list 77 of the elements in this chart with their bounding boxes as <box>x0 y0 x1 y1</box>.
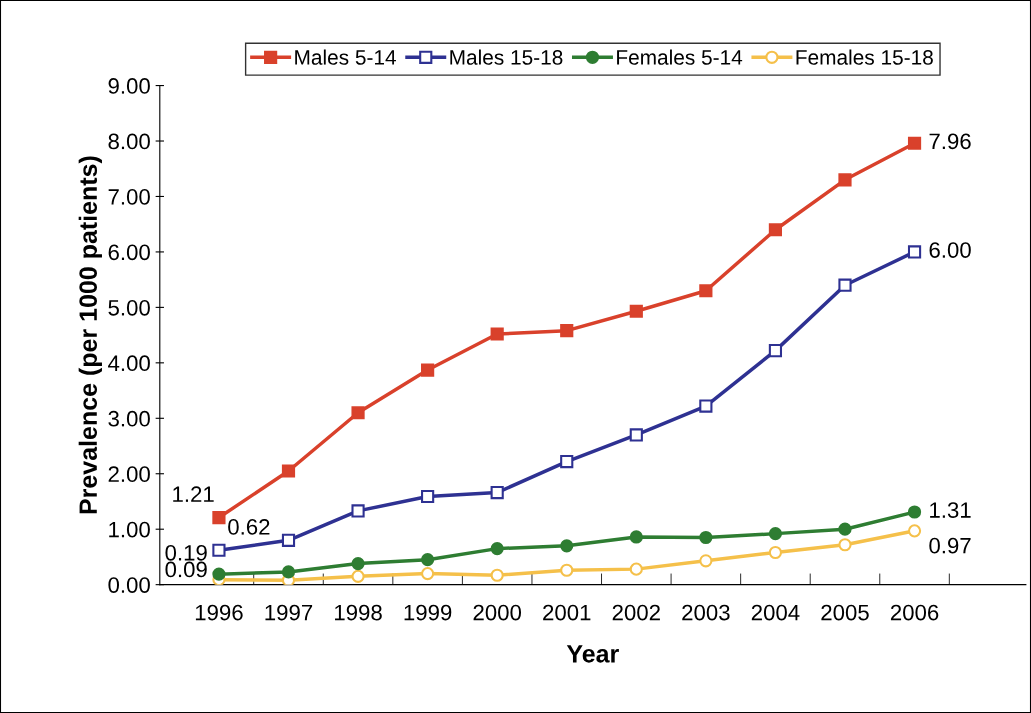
data-label: 6.00 <box>929 242 971 258</box>
point <box>490 327 504 341</box>
point <box>768 344 783 358</box>
x-tick-label: 2006 <box>890 604 939 621</box>
point <box>838 278 852 292</box>
point <box>907 136 922 150</box>
point <box>281 565 296 579</box>
x-tick-label: 2000 <box>473 604 522 621</box>
point <box>281 533 296 547</box>
point <box>351 556 365 571</box>
point <box>351 406 365 420</box>
point <box>629 562 643 576</box>
point <box>838 173 852 187</box>
point <box>490 568 504 582</box>
x-axis-title: Year <box>566 645 619 663</box>
y-tick-label: 1.00 <box>109 521 150 538</box>
point <box>281 464 296 478</box>
y-tick-label: 7.00 <box>108 189 150 205</box>
point <box>560 454 574 469</box>
point <box>560 563 574 577</box>
point <box>699 284 713 298</box>
x-tick-label: 1996 <box>195 604 243 621</box>
point <box>907 245 922 259</box>
point <box>699 554 713 568</box>
x-tick-label: 2005 <box>821 604 869 621</box>
data-label: 0.09 <box>165 561 207 578</box>
point <box>629 530 643 544</box>
point <box>768 545 783 560</box>
data-label: 1.21 <box>173 486 214 502</box>
y-tick-label: 5.00 <box>108 299 150 316</box>
y-tick-label: 6.00 <box>108 244 150 261</box>
point <box>490 486 504 500</box>
y-tick-label: 0.00 <box>108 577 150 593</box>
point <box>629 304 643 318</box>
x-tick-label: 1997 <box>265 604 313 621</box>
point <box>560 539 574 553</box>
data-label: 1.31 <box>930 502 971 518</box>
point <box>629 428 643 442</box>
y-tick-label: 8.00 <box>108 133 150 150</box>
y-tick-label: 2.00 <box>108 466 150 483</box>
data-label: 0.97 <box>929 537 971 554</box>
x-tick-label: 1998 <box>335 604 382 621</box>
legend-label: Males 5-14 <box>295 49 396 65</box>
point <box>699 399 713 413</box>
x-tick-label: 2002 <box>612 604 660 621</box>
data-label: 0.62 <box>228 519 270 535</box>
data-label: 0.19 <box>165 544 207 561</box>
legend-label: Males 15-18 <box>450 49 563 65</box>
point <box>699 530 713 545</box>
point <box>560 324 574 338</box>
y-tick-label: 4.00 <box>108 355 150 372</box>
x-tick-label: 1999 <box>404 604 452 621</box>
point <box>838 522 852 536</box>
point <box>351 569 365 583</box>
point <box>351 504 365 518</box>
point <box>421 489 435 504</box>
point <box>212 543 226 557</box>
x-tick-label: 2001 <box>543 604 591 621</box>
point <box>212 510 226 525</box>
data-label: 7.96 <box>929 133 971 150</box>
point <box>907 505 922 519</box>
y-axis-title: Prevalence (per 1000 patients) <box>78 156 102 514</box>
legend-label: Females 15-18 <box>796 49 933 65</box>
point <box>421 553 435 567</box>
point <box>768 527 783 541</box>
point <box>907 524 922 538</box>
point <box>421 566 435 581</box>
x-tick-label: 2003 <box>682 604 730 621</box>
point <box>838 538 852 552</box>
point <box>490 542 504 556</box>
point <box>768 223 783 237</box>
legend-label: Females 5-14 <box>617 49 743 65</box>
x-tick-label: 2004 <box>751 604 800 621</box>
y-tick-label: 3.00 <box>108 410 150 427</box>
point <box>212 567 226 581</box>
y-tick-label: 9.00 <box>108 78 150 94</box>
point <box>421 363 435 377</box>
